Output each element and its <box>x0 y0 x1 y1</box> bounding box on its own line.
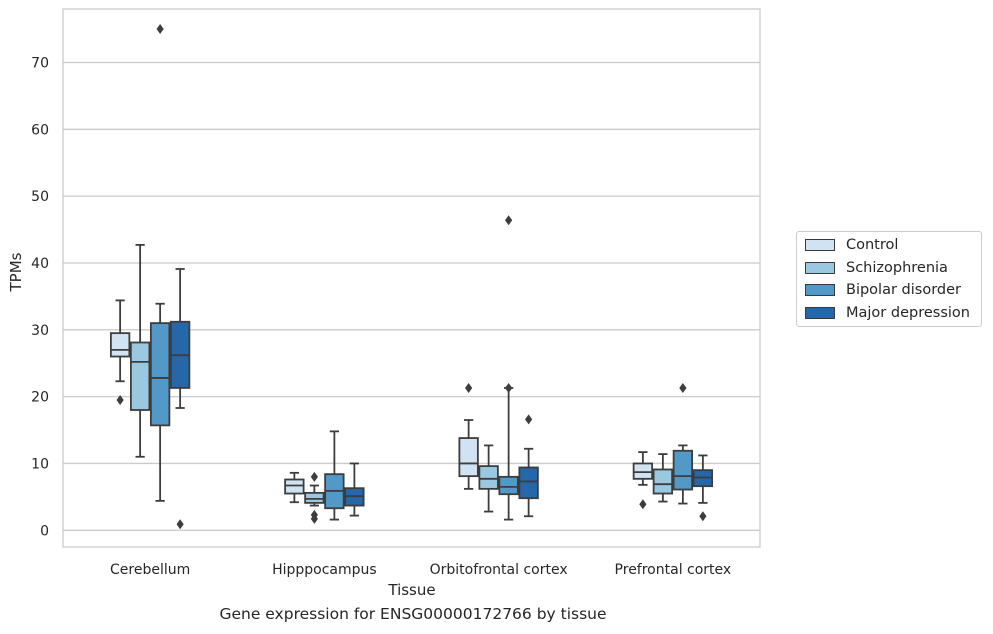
legend: Control Schizophrenia Bipolar disorder M… <box>796 231 982 327</box>
outlier-point <box>525 414 533 425</box>
legend-swatch-control <box>805 239 835 251</box>
outlier-point <box>176 519 184 530</box>
box <box>672 382 694 505</box>
y-tick-label: 40 <box>31 256 49 272</box>
box <box>109 299 131 405</box>
legend-label-major-depression: Major depression <box>846 305 970 321</box>
box <box>284 471 305 504</box>
box <box>652 453 674 503</box>
box-iqr <box>129 341 151 411</box>
outlier-point <box>679 382 687 393</box>
box <box>458 382 479 490</box>
box <box>692 454 714 522</box>
legend-swatch-schizophrenia <box>805 262 835 274</box>
y-tick-label: 50 <box>31 189 49 205</box>
x-tick-labels: Cerebellum Hipppocampus Orbitofrontal cort… <box>110 562 731 578</box>
box <box>498 215 519 521</box>
box-iqr <box>632 462 654 480</box>
legend-item-schizophrenia: Schizophrenia <box>805 258 948 278</box>
legend-item-bipolar-disorder: Bipolar disorder <box>805 280 961 300</box>
outlier-point <box>310 471 318 482</box>
box-iqr <box>498 475 519 496</box>
gridlines <box>63 61 760 531</box>
box <box>149 24 171 502</box>
y-tick-label: 30 <box>31 323 49 339</box>
outlier-point <box>699 511 707 522</box>
box <box>478 444 499 513</box>
box-iqr <box>652 468 674 495</box>
y-tick-label: 70 <box>31 55 49 71</box>
y-axis-label: TPMs <box>7 252 25 292</box>
outlier-point <box>465 382 473 393</box>
x-tick-label: Hipppocampus <box>272 562 377 578</box>
y-tick-label: 20 <box>31 390 49 406</box>
box <box>324 430 345 521</box>
box-iqr <box>458 437 479 478</box>
box-iqr <box>109 332 131 358</box>
box <box>632 451 654 510</box>
y-tick-labels: 0 10 20 30 40 50 60 70 <box>31 55 49 539</box>
box <box>344 462 365 517</box>
outlier-point <box>639 499 647 510</box>
outlier-point <box>310 513 318 524</box>
box <box>129 244 151 458</box>
x-tick-label: Orbitofrontal cortex <box>430 562 568 578</box>
x-tick-label: Cerebellum <box>110 562 190 578</box>
y-tick-label: 0 <box>40 523 49 539</box>
box-iqr <box>478 465 499 490</box>
box-iqr <box>304 491 325 504</box>
box-series <box>109 24 714 530</box>
outlier-point <box>505 382 513 393</box>
box-iqr <box>284 478 305 495</box>
legend-swatch-bipolar-disorder <box>805 284 835 296</box>
outlier-point <box>505 215 513 226</box>
box <box>518 414 539 518</box>
legend-label-bipolar-disorder: Bipolar disorder <box>846 282 961 298</box>
x-axis-label: Tissue <box>387 581 435 599</box>
legend-label-schizophrenia: Schizophrenia <box>846 260 948 276</box>
figure-caption: Gene expression for ENSG00000172766 by t… <box>219 605 607 623</box>
box-iqr <box>672 449 694 491</box>
legend-label-control: Control <box>846 237 899 253</box>
outlier-point <box>116 394 124 405</box>
legend-item-control: Control <box>805 235 898 255</box>
y-tick-label: 60 <box>31 122 49 138</box>
x-tick-label: Prefrontal cortex <box>615 562 732 578</box>
box <box>304 471 325 524</box>
y-tick-label: 10 <box>31 456 49 472</box>
plot-frame <box>62 8 761 548</box>
box <box>169 268 191 530</box>
outlier-point <box>156 24 164 35</box>
legend-swatch-major-depression <box>805 307 835 319</box>
box-iqr <box>518 466 539 500</box>
box-iqr <box>149 322 171 427</box>
legend-item-major-depression: Major depression <box>805 303 970 323</box>
